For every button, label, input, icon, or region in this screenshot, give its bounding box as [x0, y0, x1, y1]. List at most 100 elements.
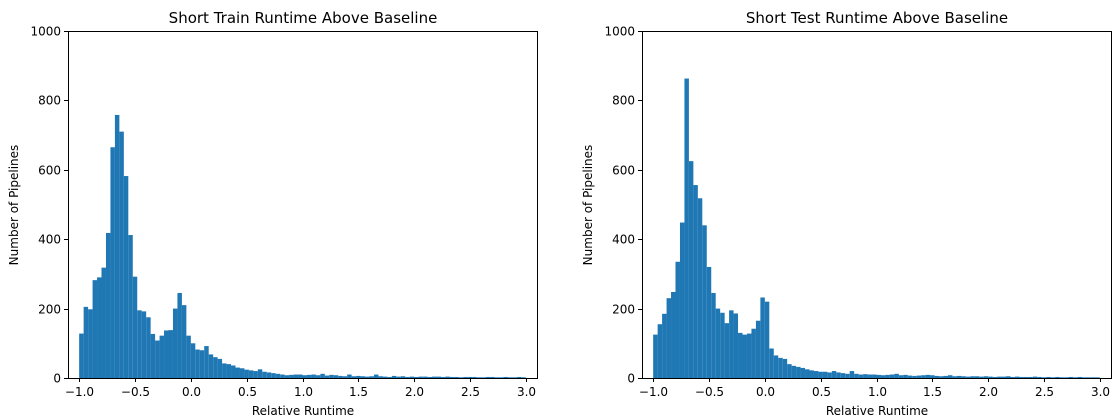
histogram-bar — [733, 313, 739, 378]
histogram-bar — [222, 363, 227, 378]
histogram-bar — [671, 291, 676, 378]
histogram-bar — [912, 375, 917, 378]
histogram-bar — [1077, 376, 1082, 378]
histogram-bar — [1019, 376, 1024, 378]
histogram-bar — [1001, 376, 1007, 378]
histogram-bar — [172, 308, 178, 378]
histogram-bar — [208, 354, 214, 378]
histogram-bar — [333, 375, 339, 378]
histogram-bar — [262, 371, 267, 378]
y-tick-label: 200 — [612, 303, 635, 317]
histogram-bar — [432, 376, 437, 378]
histogram-bar — [382, 376, 388, 378]
histogram-bar — [199, 350, 205, 378]
histogram-bar — [204, 346, 209, 378]
histogram-bar — [146, 317, 151, 378]
histogram-bar — [494, 377, 500, 378]
histogram-bar — [809, 370, 814, 378]
histogram-bar — [1064, 377, 1069, 378]
y-tick-label: 600 — [38, 164, 61, 178]
histogram-bar — [186, 335, 191, 378]
histogram-bar — [275, 373, 281, 378]
histogram-bar — [476, 377, 482, 378]
x-axis-ticks: −1.0 −0.5 0.0 0.5 1.0 1.5 2.0 2.5 3.0 — [639, 378, 1110, 399]
histogram-bar — [1010, 376, 1015, 378]
histogram-bar — [1059, 377, 1065, 378]
histogram-bar — [943, 375, 948, 378]
histogram-bar — [729, 310, 734, 378]
x-tick-label: 2.0 — [405, 385, 424, 399]
histogram-bar — [778, 357, 783, 378]
histogram-bar — [190, 343, 196, 378]
histogram-bar — [858, 374, 864, 378]
histogram-bar — [925, 374, 931, 378]
histogram-bar — [253, 371, 258, 378]
histogram-bar — [387, 376, 392, 378]
histogram-bar — [231, 365, 236, 378]
histogram-bar — [521, 377, 526, 378]
histogram-bar — [1090, 377, 1096, 378]
histogram-bar — [1068, 376, 1074, 378]
histogram-bar — [1073, 377, 1078, 378]
x-tick-label: 3.0 — [517, 385, 536, 399]
x-tick-label: −1.0 — [65, 385, 94, 399]
histogram-bar — [679, 222, 685, 378]
histogram-bar — [485, 376, 491, 378]
histogram-bar — [863, 374, 868, 378]
x-axis-label: Relative Runtime — [826, 404, 928, 418]
histogram-bar — [123, 176, 129, 378]
histogram-bar — [423, 376, 428, 378]
histogram-bar — [653, 334, 658, 378]
histogram-bar — [697, 198, 703, 378]
histogram-bar — [1032, 376, 1038, 378]
histogram-bar — [481, 377, 486, 378]
histogram-bar — [159, 335, 165, 378]
histogram-bar — [449, 376, 455, 378]
histogram-bar — [854, 373, 859, 378]
y-tick-label: 0 — [53, 372, 61, 386]
histogram-bar — [440, 376, 446, 378]
histogram-bar — [876, 374, 881, 378]
histogram-bar — [760, 297, 765, 378]
y-axis-ticks: 0 200 400 600 800 1000 — [30, 25, 68, 386]
histogram-bar — [934, 375, 940, 378]
histogram-bar — [92, 280, 98, 378]
histogram-bar — [711, 292, 716, 378]
histogram-bar — [715, 308, 721, 378]
histogram-bar — [787, 364, 792, 378]
histogram-bar — [930, 375, 935, 378]
histogram-bar — [257, 369, 263, 378]
histogram-bar — [114, 114, 120, 378]
histogram-bar — [217, 358, 223, 378]
histogram-bar — [141, 311, 147, 378]
chart-title: Short Train Runtime Above Baseline — [169, 9, 438, 27]
histogram-bar — [916, 375, 922, 378]
histogram-bar — [503, 376, 508, 378]
histogram-bar — [418, 376, 424, 378]
histogram-bar — [992, 376, 998, 378]
histogram-bar — [961, 376, 966, 378]
histogram-bar — [657, 324, 663, 378]
y-axis-label: Number of Pipelines — [7, 145, 21, 266]
histogram-bar — [751, 328, 756, 378]
histogram-bar — [445, 376, 450, 378]
histogram-bar — [1055, 376, 1060, 378]
histogram-bar — [921, 375, 926, 378]
histogram-bar — [702, 225, 707, 378]
histogram-bar — [315, 375, 321, 378]
histogram-bar — [1014, 376, 1020, 378]
histogram-bar — [88, 309, 93, 378]
histogram-bar — [454, 376, 459, 378]
x-tick-label: 2.5 — [461, 385, 480, 399]
histogram-bar — [347, 374, 352, 378]
histogram-bar — [1050, 377, 1056, 378]
histogram-bar — [405, 376, 410, 378]
histogram-bar — [845, 373, 850, 378]
histogram-bar — [373, 374, 379, 378]
histogram-bar — [867, 374, 873, 378]
histogram-bar — [338, 375, 343, 378]
histogram-bar — [507, 377, 513, 378]
histogram-bar — [306, 374, 312, 378]
histogram-bar — [155, 340, 160, 378]
histogram-bar — [688, 161, 694, 378]
